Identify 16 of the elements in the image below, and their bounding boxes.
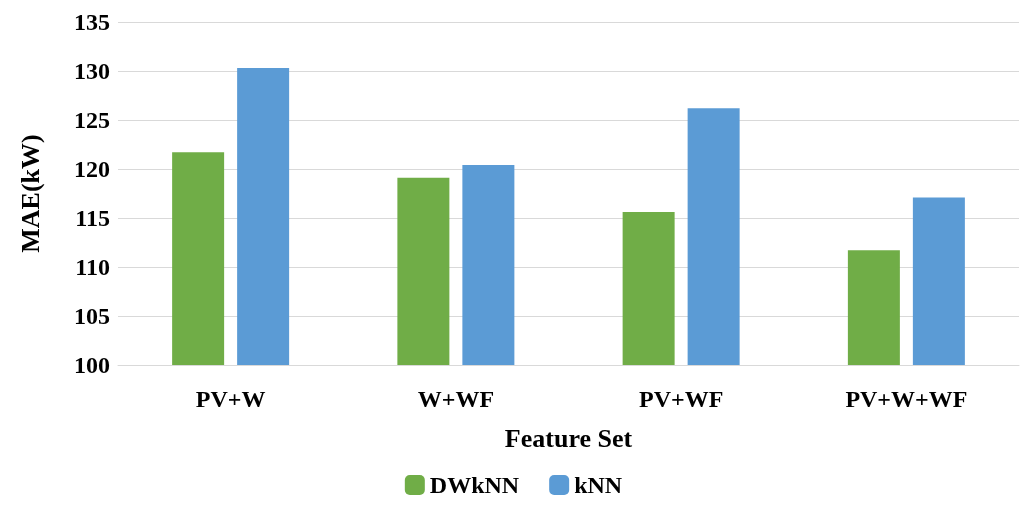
legend-label: DWkNN	[429, 472, 520, 498]
y-tick-label: 100	[74, 352, 110, 378]
x-axis-title: Feature Set	[504, 423, 633, 453]
y-tick-label: 110	[75, 254, 110, 280]
x-tick-label: PV+WF	[638, 386, 724, 412]
legend-label: kNN	[574, 472, 623, 498]
y-tick-label: 135	[74, 9, 110, 35]
y-tick-label: 115	[75, 205, 110, 231]
y-tick-label: 120	[74, 156, 110, 182]
y-tick-label: 105	[74, 303, 110, 329]
y-tick-label: 130	[74, 58, 110, 84]
x-tick-label: PV+W+WF	[845, 386, 968, 412]
x-tick-label: PV+W	[195, 386, 266, 412]
x-tick-label: W+WF	[417, 386, 495, 412]
y-tick-label: 125	[74, 107, 110, 133]
y-axis-title: MAE(kW)	[15, 134, 45, 253]
